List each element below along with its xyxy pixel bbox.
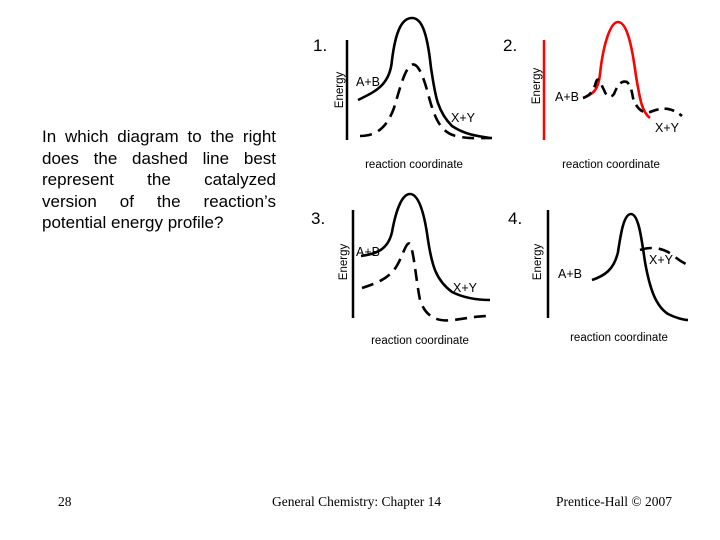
diagram-1-x-label: reaction coordinate xyxy=(365,159,463,171)
diagram-2-x-label: reaction coordinate xyxy=(562,159,660,171)
diagram-1: Energy reaction coordinate A+B X+Y xyxy=(334,16,493,171)
diagram-2-y-label: Energy xyxy=(531,68,543,105)
diagram-3-catalyzed-curve xyxy=(361,242,489,322)
diagram-2-catalyzed-curve xyxy=(582,78,683,118)
diagram-4-catalyzed-curve xyxy=(639,246,691,268)
diagram-3-product-label: X+Y xyxy=(453,281,478,295)
diagram-1-uncatalyzed-curve xyxy=(357,16,491,140)
diagram-3-y-label: Energy xyxy=(338,244,350,281)
diagram-4-y-label: Energy xyxy=(532,244,544,281)
diagram-4-uncatalyzed-curve xyxy=(591,212,689,322)
diagram-4-reactant-label: A+B xyxy=(558,267,582,281)
diagram-2-product-label: X+Y xyxy=(655,121,680,135)
diagram-2-uncatalyzed-curve xyxy=(582,20,651,120)
diagram-2-number: 2. xyxy=(503,36,518,55)
diagram-1-catalyzed-curve xyxy=(359,63,493,140)
course-footer: General Chemistry: Chapter 14 xyxy=(272,494,442,509)
diagram-2-reactant-label: A+B xyxy=(555,90,579,104)
slide-number: 28 xyxy=(58,494,72,509)
diagram-1-product-label: X+Y xyxy=(451,111,476,125)
diagram-1-reactant-label: A+B xyxy=(356,75,380,89)
diagram-4: Energy reaction coordinate A+B X+Y xyxy=(532,210,691,344)
diagram-1-y-label: Energy xyxy=(334,72,346,109)
diagram-2: Energy reaction coordinate A+B X+Y xyxy=(531,20,683,171)
diagram-3-number: 3. xyxy=(311,209,326,228)
question-text: In which diagram to the right does the d… xyxy=(42,127,276,232)
diagram-4-product-label: X+Y xyxy=(649,253,674,267)
diagram-3-x-label: reaction coordinate xyxy=(371,335,469,347)
diagram-1-number: 1. xyxy=(313,36,328,55)
diagram-4-number: 4. xyxy=(508,209,523,228)
copyright-footer: Prentice-Hall © 2007 xyxy=(556,494,672,509)
diagram-4-x-label: reaction coordinate xyxy=(570,332,668,344)
diagram-3: Energy reaction coordinate A+B X+Y xyxy=(338,192,491,347)
diagram-3-uncatalyzed-curve xyxy=(360,192,491,302)
